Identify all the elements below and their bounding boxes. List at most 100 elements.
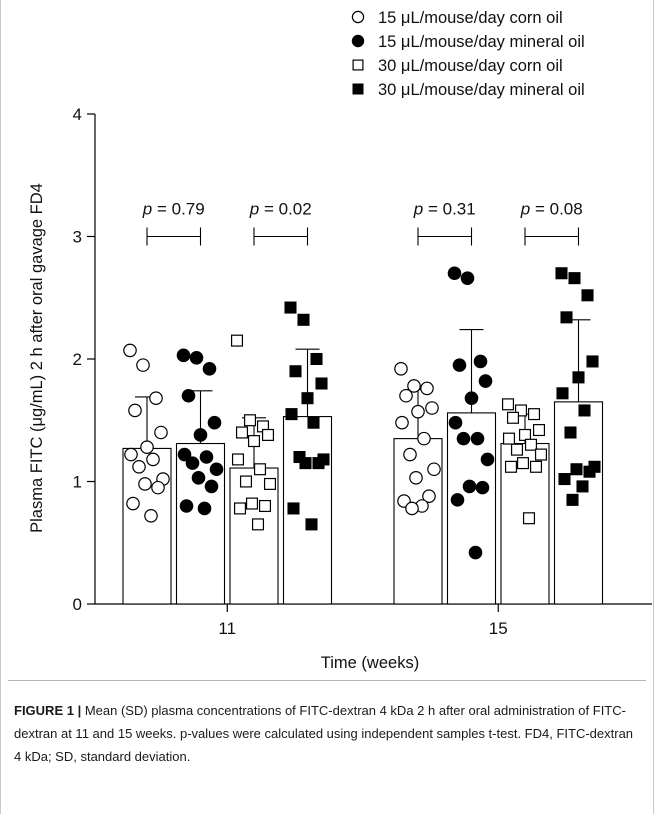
data-point <box>480 452 495 467</box>
data-point <box>501 398 515 411</box>
data-point <box>204 479 219 494</box>
legend-marker <box>352 59 364 71</box>
data-point <box>199 450 214 464</box>
p-value-label: p = 0.79 <box>142 200 205 219</box>
data-point <box>310 352 323 366</box>
y-tick-label: 0 <box>73 595 82 614</box>
data-point <box>532 424 546 437</box>
data-point <box>189 350 204 365</box>
data-point <box>568 272 581 285</box>
data-point <box>258 499 272 513</box>
data-point <box>470 431 485 446</box>
y-tick-label: 2 <box>73 350 82 369</box>
y-axis: 0 1 2 3 4 <box>73 105 96 614</box>
data-point <box>556 387 569 400</box>
data-point <box>233 502 247 515</box>
data-point <box>289 365 302 378</box>
data-point <box>245 497 259 510</box>
figure-label: FIGURE 1 | <box>14 703 82 718</box>
bar <box>122 447 172 605</box>
data-point <box>405 501 419 516</box>
data-point <box>124 447 138 462</box>
data-point <box>315 377 328 390</box>
data-point <box>261 428 275 441</box>
legend-marker <box>352 83 364 95</box>
data-point <box>478 374 493 388</box>
data-point <box>407 379 421 393</box>
legend-marker <box>351 10 365 24</box>
legend-item: 15 μL/mouse/day mineral oil <box>351 33 585 51</box>
data-point <box>468 545 483 560</box>
data-point <box>417 431 431 446</box>
data-point <box>427 462 441 477</box>
data-point <box>144 508 158 523</box>
data-point <box>176 348 191 363</box>
legend-item: 30 μL/mouse/day mineral oil <box>352 81 585 99</box>
legend-label: 30 μL/mouse/day mineral oil <box>378 81 585 99</box>
data-point <box>394 361 408 376</box>
data-point <box>207 415 222 430</box>
data-point <box>202 361 217 376</box>
data-point <box>534 448 548 461</box>
figure-caption: FIGURE 1 | Mean (SD) plasma concentratio… <box>14 699 642 768</box>
y-tick-label: 4 <box>73 105 82 124</box>
legend-label: 30 μL/mouse/day corn oil <box>378 57 563 75</box>
data-point <box>411 404 425 419</box>
legend-label: 15 μL/mouse/day corn oil <box>378 9 563 27</box>
data-point <box>409 471 423 485</box>
data-point <box>450 493 465 507</box>
data-point <box>462 479 477 494</box>
data-point <box>197 501 212 516</box>
data-point <box>253 463 267 476</box>
data-point <box>566 493 579 506</box>
data-point <box>464 391 479 405</box>
data-point <box>235 426 249 439</box>
data-point <box>193 428 208 442</box>
data-point <box>460 271 475 285</box>
bar <box>446 412 497 605</box>
data-point <box>239 475 253 488</box>
p-value-label: p = 0.08 <box>520 200 583 219</box>
caption-text: Mean (SD) plasma concentrations of FITC-… <box>14 703 634 764</box>
data-point <box>247 435 261 448</box>
data-point <box>422 489 436 503</box>
data-point <box>572 371 585 384</box>
data-point <box>151 480 165 495</box>
data-point <box>558 473 571 486</box>
p-value-label: p = 0.31 <box>413 200 476 219</box>
data-point <box>522 512 536 525</box>
data-point <box>177 447 192 462</box>
legend-label: 15 μL/mouse/day mineral oil <box>378 33 585 51</box>
data-point <box>581 289 594 302</box>
chart: 15 μL/mouse/day corn oil 15 μL/mouse/day … <box>28 9 652 672</box>
data-point <box>185 456 200 470</box>
data-point <box>586 355 599 368</box>
data-point <box>395 415 409 430</box>
legend: 15 μL/mouse/day corn oil 15 μL/mouse/day … <box>351 9 585 99</box>
data-point <box>123 343 137 358</box>
data-point <box>420 381 434 396</box>
data-point <box>230 334 244 347</box>
x-tick-label: 15 <box>489 619 508 638</box>
data-point <box>555 267 568 280</box>
data-point <box>285 408 298 421</box>
data-point <box>305 518 318 531</box>
y-tick-label: 1 <box>73 473 82 492</box>
data-point <box>475 480 490 495</box>
data-point <box>301 392 314 405</box>
data-point <box>126 496 140 511</box>
data-point <box>191 471 206 485</box>
data-point <box>263 477 277 490</box>
data-point <box>529 460 543 473</box>
data-point <box>312 457 325 470</box>
legend-marker <box>351 34 365 48</box>
data-point <box>243 414 257 427</box>
data-point <box>231 453 245 466</box>
data-point <box>583 465 596 478</box>
data-points <box>123 266 601 560</box>
data-point <box>576 480 589 493</box>
data-point <box>284 301 297 314</box>
data-point <box>179 499 194 513</box>
legend-item: 15 μL/mouse/day corn oil <box>351 9 563 27</box>
data-point <box>149 391 163 405</box>
